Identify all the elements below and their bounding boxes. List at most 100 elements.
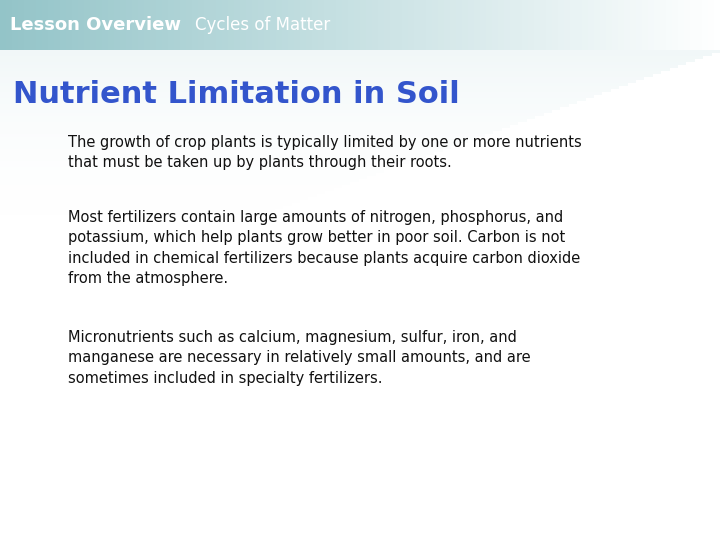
- Bar: [0, 209, 275, 212]
- Bar: [0, 80, 636, 83]
- Bar: [312, 0, 319, 50]
- Bar: [0, 182, 351, 185]
- Bar: [0, 74, 653, 77]
- Bar: [216, 0, 223, 50]
- Bar: [0, 104, 569, 107]
- Bar: [0, 143, 459, 146]
- Bar: [0, 215, 258, 218]
- Bar: [492, 0, 499, 50]
- Bar: [570, 0, 577, 50]
- Bar: [402, 0, 409, 50]
- Bar: [0, 125, 510, 128]
- Bar: [0, 98, 585, 101]
- Bar: [198, 0, 205, 50]
- Bar: [0, 176, 367, 179]
- Bar: [42, 0, 49, 50]
- Bar: [0, 170, 384, 173]
- Bar: [0, 200, 300, 203]
- Bar: [6, 0, 13, 50]
- Bar: [450, 0, 457, 50]
- Bar: [0, 95, 594, 98]
- Bar: [324, 0, 331, 50]
- Bar: [0, 0, 7, 50]
- Text: Micronutrients such as calcium, magnesium, sulfur, iron, and
manganese are neces: Micronutrients such as calcium, magnesiu…: [68, 330, 531, 386]
- Bar: [648, 0, 655, 50]
- Bar: [600, 0, 607, 50]
- Bar: [36, 0, 43, 50]
- Bar: [0, 77, 644, 80]
- Bar: [0, 116, 535, 119]
- Bar: [0, 107, 560, 110]
- Bar: [678, 0, 685, 50]
- Bar: [0, 197, 308, 200]
- Bar: [126, 0, 133, 50]
- Bar: [342, 0, 349, 50]
- Bar: [672, 0, 679, 50]
- Bar: [0, 155, 426, 158]
- Bar: [462, 0, 469, 50]
- Bar: [270, 0, 277, 50]
- Bar: [24, 0, 31, 50]
- Bar: [252, 0, 259, 50]
- Bar: [456, 0, 463, 50]
- Bar: [0, 62, 686, 65]
- Bar: [636, 0, 643, 50]
- Bar: [12, 0, 19, 50]
- Bar: [222, 0, 229, 50]
- Text: Most fertilizers contain large amounts of nitrogen, phosphorus, and
potassium, w: Most fertilizers contain large amounts o…: [68, 210, 580, 286]
- Bar: [0, 167, 392, 170]
- Bar: [318, 0, 325, 50]
- Bar: [0, 119, 527, 122]
- Bar: [102, 0, 109, 50]
- Bar: [564, 0, 571, 50]
- Bar: [162, 0, 169, 50]
- Bar: [522, 0, 529, 50]
- Bar: [144, 0, 151, 50]
- Bar: [156, 0, 163, 50]
- Bar: [516, 0, 523, 50]
- Bar: [0, 194, 317, 197]
- Bar: [0, 179, 359, 182]
- Bar: [282, 0, 289, 50]
- Bar: [132, 0, 139, 50]
- Bar: [372, 0, 379, 50]
- Bar: [294, 0, 301, 50]
- Bar: [0, 131, 493, 134]
- Bar: [576, 0, 583, 50]
- Bar: [210, 0, 217, 50]
- Bar: [66, 0, 73, 50]
- Bar: [588, 0, 595, 50]
- Bar: [234, 0, 241, 50]
- Bar: [348, 0, 355, 50]
- Bar: [0, 89, 611, 92]
- Bar: [288, 0, 295, 50]
- Bar: [114, 0, 121, 50]
- Bar: [78, 0, 85, 50]
- Bar: [168, 0, 175, 50]
- Bar: [0, 137, 477, 140]
- Bar: [486, 0, 493, 50]
- Bar: [378, 0, 385, 50]
- Bar: [0, 113, 544, 116]
- Text: Lesson Overview: Lesson Overview: [10, 16, 181, 34]
- Bar: [714, 0, 720, 50]
- Bar: [498, 0, 505, 50]
- Bar: [108, 0, 115, 50]
- Bar: [426, 0, 433, 50]
- Bar: [0, 86, 619, 89]
- Bar: [48, 0, 55, 50]
- Bar: [654, 0, 661, 50]
- Bar: [630, 0, 637, 50]
- Bar: [0, 224, 233, 227]
- Bar: [384, 0, 391, 50]
- Bar: [204, 0, 211, 50]
- Bar: [690, 0, 697, 50]
- Bar: [0, 185, 342, 188]
- Bar: [618, 0, 625, 50]
- Bar: [708, 0, 715, 50]
- Bar: [594, 0, 601, 50]
- Bar: [0, 152, 434, 155]
- Bar: [0, 173, 376, 176]
- Bar: [72, 0, 79, 50]
- Bar: [0, 161, 409, 164]
